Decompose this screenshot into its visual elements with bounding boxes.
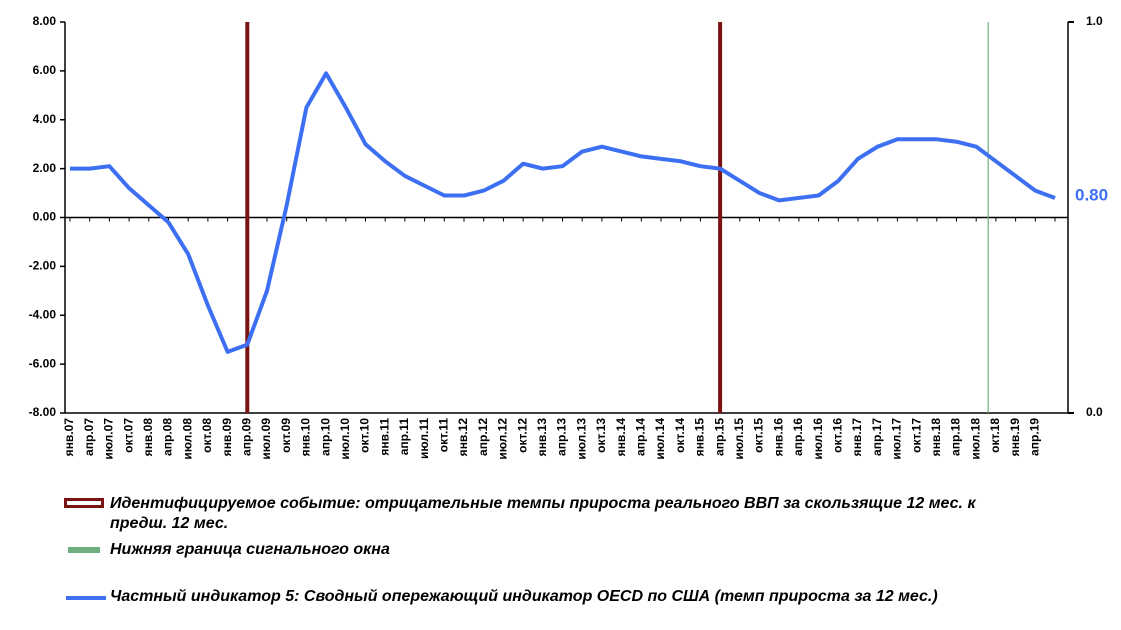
y2-tick-label: 0.0	[1086, 405, 1103, 419]
x-tick-label: янв.08	[141, 418, 155, 457]
y-tick-label: -6.00	[29, 356, 57, 370]
x-tick-label: янв.10	[299, 418, 313, 457]
y-tick-label: 2.00	[33, 161, 57, 175]
x-tick-label: июл.16	[811, 418, 825, 460]
x-tick-label: окт.09	[279, 418, 293, 453]
x-tick-label: июл.15	[732, 418, 746, 460]
x-tick-label: апр.11	[397, 418, 411, 456]
x-tick-label: апр.13	[555, 418, 569, 456]
x-tick-label: янв.12	[456, 418, 470, 457]
x-tick-label: окт.17	[909, 418, 923, 453]
x-tick-label: апр.12	[476, 418, 490, 456]
x-tick-label: окт.14	[673, 418, 687, 453]
x-tick-label: окт.13	[594, 418, 608, 453]
x-tick-label: окт.15	[752, 418, 766, 453]
x-tick-label: июл.08	[180, 418, 194, 460]
x-tick-label: окт.07	[121, 418, 135, 453]
x-tick-label: окт.08	[200, 418, 214, 453]
x-tick-label: апр.18	[949, 418, 963, 456]
x-tick-label: янв.17	[850, 418, 864, 457]
x-tick-label: янв.16	[771, 418, 785, 457]
x-tick-label: окт.12	[515, 418, 529, 453]
x-tick-label: июл.13	[574, 418, 588, 460]
x-tick-label: янв.19	[1008, 418, 1022, 457]
x-tick-label: июл.14	[653, 418, 667, 460]
x-tick-label: июл.11	[417, 418, 431, 459]
y-tick-label: -2.00	[29, 259, 57, 273]
value-label: 0.80	[1075, 185, 1108, 204]
x-tick-label: янв.13	[535, 418, 549, 457]
legend-swatch	[64, 498, 104, 508]
x-tick-label: апр.09	[239, 418, 253, 456]
x-tick-label: апр.17	[870, 418, 884, 456]
x-tick-label: апр.10	[318, 418, 332, 456]
y-tick-label: 0.00	[33, 210, 57, 224]
x-tick-label: апр.08	[161, 418, 175, 456]
chart: -8.00 -6.00 -4.00 -2.00 0.00 2.00 4.00 6.00 8.00…	[29, 14, 1108, 460]
legend-entry: Частный индикатор 5: Сводный опережающий…	[110, 588, 938, 605]
x-tick-label: апр.14	[633, 418, 647, 456]
x-tick-label: апр.19	[1027, 418, 1041, 456]
y-tick-label: 8.00	[33, 14, 57, 28]
y2-tick-label: 1.0	[1086, 14, 1103, 28]
x-tick-label: янв.18	[929, 418, 943, 457]
legend-entry: Нижняя граница сигнального окна	[110, 541, 390, 558]
x-tick-label: июл.09	[259, 418, 273, 460]
data-line	[70, 71, 1056, 354]
x-tick-label: июл.12	[496, 418, 510, 460]
legend-swatch	[66, 596, 106, 600]
x-tick-label: янв.07	[62, 418, 76, 457]
x-tick-label: окт.10	[358, 418, 372, 453]
x-tick-label: июл.17	[890, 418, 904, 460]
x-tick-label: янв.11	[377, 418, 391, 456]
x-tick-label: июл.07	[102, 418, 116, 460]
x-tick-label: апр.07	[82, 418, 96, 456]
x-tick-label: апр.16	[791, 418, 805, 456]
x-tick-label: окт.16	[830, 418, 844, 453]
y-tick-label: 4.00	[33, 112, 57, 126]
legend-entry: Идентифицируемое событие: отрицательные …	[110, 495, 976, 532]
x-tick-label: апр.15	[712, 418, 726, 456]
y-tick-label: -4.00	[29, 307, 57, 321]
y-tick-label: -8.00	[29, 405, 57, 419]
x-tick-label: янв.14	[614, 418, 628, 457]
legend-swatch	[68, 547, 100, 553]
x-tick-label: июл.10	[338, 418, 352, 460]
y-tick-label: 6.00	[33, 63, 57, 77]
x-tick-label: янв.15	[693, 418, 707, 457]
x-tick-label: окт.11	[436, 418, 450, 453]
x-tick-label: янв.09	[220, 418, 234, 457]
x-tick-label: июл.18	[968, 418, 982, 460]
x-tick-label: окт.18	[988, 418, 1002, 453]
